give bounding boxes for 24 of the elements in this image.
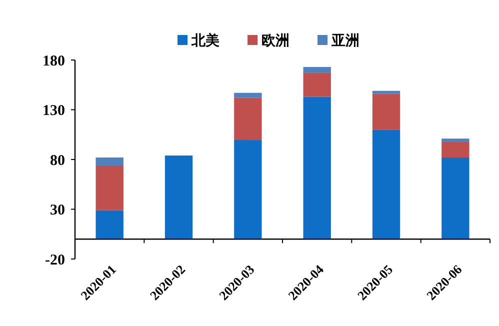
bar	[442, 138, 470, 142]
bar	[303, 72, 331, 97]
legend-label: 亚洲	[330, 32, 360, 49]
legend-label: 北美	[190, 32, 220, 49]
bar	[96, 210, 124, 240]
bar	[234, 98, 262, 140]
bar	[96, 165, 124, 210]
legend-label: 欧洲	[262, 32, 290, 49]
y-tick-label: 130	[42, 103, 65, 119]
bar	[234, 140, 262, 240]
bar	[372, 130, 400, 240]
y-tick-label: 180	[42, 53, 65, 70]
bar	[234, 92, 262, 98]
y-tick-label: 30	[50, 202, 65, 218]
y-tick-label: 80	[50, 152, 65, 169]
bar	[372, 94, 400, 130]
bar	[372, 90, 400, 94]
bar	[303, 96, 331, 240]
bar	[442, 142, 470, 158]
bar	[442, 158, 470, 240]
bar	[303, 66, 331, 73]
bar	[96, 158, 124, 166]
bar	[164, 156, 193, 240]
y-tick-label: -20	[45, 252, 65, 268]
